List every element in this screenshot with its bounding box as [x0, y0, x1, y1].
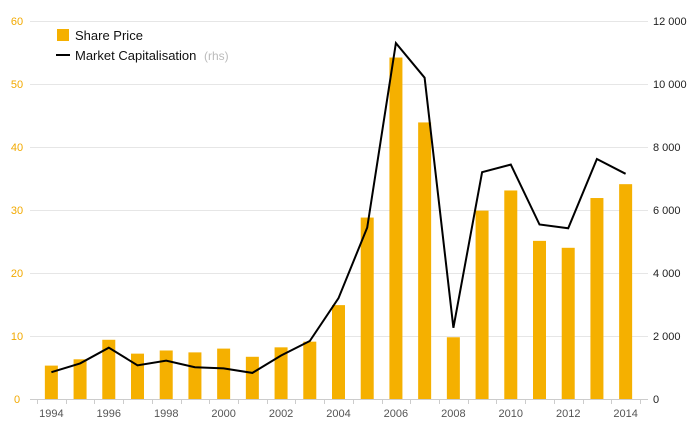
x-tick-label: 2004 — [326, 408, 350, 420]
legend-label-market-cap: Market Capitalisation (rhs) — [75, 48, 229, 63]
x-tick-label: 1994 — [39, 408, 63, 420]
market-cap-line-layer — [51, 40, 627, 374]
x-tick-label: 2002 — [269, 408, 293, 420]
grid-lines — [30, 21, 648, 400]
y-right-tick-label: 10 000 — [653, 79, 687, 91]
share-price-bar — [159, 350, 173, 399]
y-axis-right: 0 2 000 4 000 6 000 8 000 10 000 12 000 — [653, 16, 687, 406]
share-price-bar — [619, 184, 633, 399]
x-tick-label: 2012 — [556, 408, 580, 420]
share-price-bar — [188, 352, 202, 399]
share-price-bar — [389, 57, 403, 399]
x-tick-label: 2006 — [384, 408, 408, 420]
legend-swatch-share-price — [57, 29, 69, 41]
share-price-bar — [418, 122, 432, 400]
share-price-bar — [73, 359, 87, 399]
share-price-bars — [44, 57, 633, 400]
x-tick-label: 1996 — [97, 408, 121, 420]
y-right-tick-label: 8 000 — [653, 142, 681, 154]
market-cap-line — [51, 40, 627, 374]
legend: Share Price Market Capitalisation (rhs) — [56, 28, 229, 63]
share-price-bar — [504, 190, 518, 399]
y-right-tick-label: 6 000 — [653, 205, 681, 217]
share-price-bar — [245, 356, 259, 399]
legend-label-market-cap-note: (rhs) — [204, 49, 229, 63]
y-left-tick-label: 0 — [14, 394, 20, 406]
x-axis: 1994 1996 1998 2000 2002 2004 2006 2008 2010 2012… — [30, 399, 648, 420]
y-left-tick-label: 30 — [11, 205, 23, 217]
y-left-tick-label: 20 — [11, 268, 23, 280]
y-right-tick-label: 12 000 — [653, 16, 687, 28]
share-price-bar — [217, 348, 231, 399]
share-price-bar — [303, 341, 317, 399]
share-price-bar — [561, 247, 575, 399]
share-price-bar — [475, 210, 489, 399]
y-right-tick-label: 2 000 — [653, 331, 681, 343]
x-tick-label: 2008 — [441, 408, 465, 420]
share-price-bar — [274, 347, 288, 399]
share-price-bar — [332, 305, 345, 399]
share-price-bar — [44, 365, 58, 399]
y-right-tick-label: 4 000 — [653, 268, 681, 280]
y-right-tick-label: 0 — [653, 394, 659, 406]
share-price-bar — [102, 339, 116, 399]
y-axis-left: 0 10 20 30 40 50 60 — [11, 16, 23, 406]
y-left-tick-label: 60 — [11, 16, 23, 28]
legend-label-market-cap-name: Market Capitalisation — [75, 48, 196, 63]
x-tick-label: 2014 — [613, 408, 637, 420]
x-tick-label: 2010 — [499, 408, 523, 420]
y-left-tick-label: 40 — [11, 142, 23, 154]
share-price-bar — [446, 337, 460, 399]
share-price-bar — [533, 240, 546, 399]
share-price-bar — [131, 353, 144, 399]
x-tick-label: 1998 — [154, 408, 178, 420]
share-price-bar — [590, 198, 604, 399]
share-price-bar — [360, 217, 374, 399]
y-left-tick-label: 50 — [11, 79, 23, 91]
x-tick-label: 2000 — [211, 408, 235, 420]
y-left-tick-label: 10 — [11, 331, 23, 343]
legend-label-share-price: Share Price — [75, 28, 143, 43]
